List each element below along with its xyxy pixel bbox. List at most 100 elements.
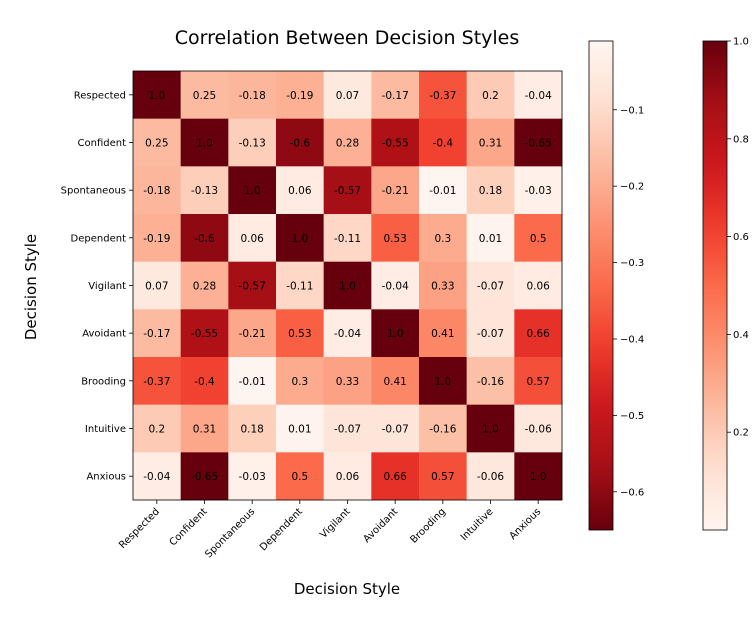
cell-value-label: 0.33: [336, 376, 359, 388]
cell-value-label: -0.04: [525, 90, 552, 102]
cell-value-label: 0.3: [434, 233, 451, 245]
y-axis-label: Decision Style: [22, 234, 40, 340]
heatmap-cell: [323, 261, 372, 310]
cell-value-label: 0.66: [383, 471, 407, 483]
cell-value-label: 0.25: [145, 138, 168, 150]
cell-value-label: -0.11: [286, 281, 313, 293]
heatmap-cell: [228, 261, 277, 310]
cell-value-label: -0.55: [382, 138, 409, 150]
cell-value-label: -0.37: [143, 376, 170, 388]
cell-value-label: -0.01: [429, 185, 456, 197]
cell-value-label: 0.25: [193, 90, 216, 102]
cell-value-label: -0.4: [433, 138, 454, 150]
cell-value-label: -0.16: [477, 376, 504, 388]
heatmap-cell: [466, 357, 515, 405]
heatmap-cell: [466, 261, 515, 310]
heatmap-cell: [419, 118, 467, 167]
cell-value-label: 0.01: [479, 233, 502, 245]
heatmap-cell: [466, 166, 515, 215]
colorbar-tick-label: −0.6: [620, 487, 644, 498]
heatmap-cell: [514, 309, 563, 358]
heatmap-cell: [371, 261, 420, 310]
x-tick-label: Vigilant: [318, 506, 352, 540]
cell-value-label: 0.07: [145, 281, 168, 293]
cell-value-label: -0.21: [382, 185, 409, 197]
cell-value-label: -0.55: [191, 328, 218, 340]
y-tick-label: Spontaneous: [61, 186, 126, 197]
heatmap-cell: [371, 214, 420, 262]
y-tick-label: Avoidant: [82, 329, 126, 340]
heatmap-cell: [276, 357, 324, 405]
cell-value-label: -0.16: [429, 424, 456, 436]
cell-value-label: 0.2: [148, 424, 165, 436]
heatmap-cell: [276, 404, 324, 453]
colorbar-tick-label: −0.3: [620, 258, 644, 269]
y-tick-label: Dependent: [71, 233, 127, 244]
cell-value-label: 1.0: [482, 424, 499, 436]
colorbar-tick-label: −0.4: [620, 334, 644, 345]
heatmap-cell: [133, 71, 181, 119]
chart-title: Correlation Between Decision Styles: [175, 27, 520, 49]
heatmap-cell: [514, 214, 563, 262]
heatmap-cell: [276, 309, 324, 358]
cell-value-label: 0.66: [526, 328, 550, 340]
y-tick-label: Anxious: [86, 472, 126, 483]
plot-frame: [132, 70, 563, 501]
heatmap-cell: [276, 166, 324, 215]
colorbar-tick-label: 0.6: [733, 232, 749, 243]
heatmap-cell: [133, 309, 181, 358]
x-tick-label: Brooding: [408, 506, 447, 545]
cell-value-label: 0.57: [431, 471, 454, 483]
heatmap-cell: [180, 404, 229, 453]
cell-value-label: 1.0: [196, 138, 213, 150]
cell-value-label: -0.07: [382, 424, 409, 436]
heatmap-cell: [419, 309, 467, 358]
colorbar-tick-label: 1.0: [733, 37, 749, 48]
heatmap-cell: [133, 357, 181, 405]
cell-value-label: 0.53: [383, 233, 406, 245]
cell-value-label: -0.6: [194, 233, 215, 245]
cell-value-label: -0.04: [143, 471, 170, 483]
cell-value-label: -0.19: [286, 90, 313, 102]
cell-value-label: 1.0: [387, 328, 404, 340]
heatmap-cell: [180, 261, 229, 310]
cell-value-label: 0.2: [482, 90, 499, 102]
cell-value-label: -0.06: [477, 471, 504, 483]
heatmap-cell: [323, 214, 372, 262]
heatmap-cell: [514, 71, 563, 119]
cell-value-label: -0.6: [290, 138, 311, 150]
heatmap-cell: [133, 166, 181, 215]
heatmap-cell: [514, 118, 563, 167]
cell-value-label: 0.41: [383, 376, 406, 388]
cell-value-label: -0.18: [143, 185, 170, 197]
colorbar-tick-label: 0.2: [733, 428, 749, 439]
cell-value-label: -0.03: [239, 471, 266, 483]
cell-value-label: 0.57: [526, 376, 549, 388]
cell-value-label: 0.07: [336, 90, 359, 102]
heatmap-cell: [276, 261, 324, 310]
heatmap-cell: [228, 118, 277, 167]
heatmap-cell: [276, 118, 324, 167]
colorbar-tick-label: −0.2: [620, 182, 644, 193]
heatmap-cell: [180, 309, 229, 358]
heatmap-cell: [228, 404, 277, 453]
cell-value-label: 0.5: [291, 471, 308, 483]
cell-value-label: -0.03: [525, 185, 552, 197]
cell-value-label: 1.0: [434, 376, 451, 388]
colorbar-positive: 0.2 0.4 0.6 0.8 1.0: [702, 37, 749, 531]
heatmap-cell: [371, 452, 420, 501]
x-tick-label: Confident: [168, 506, 210, 548]
heatmap-cell: [228, 166, 277, 215]
cell-value-label: 0.06: [336, 471, 360, 483]
heatmap-cell: [323, 71, 372, 119]
cell-value-label: 0.3: [291, 376, 308, 388]
cell-value-label: -0.07: [477, 281, 504, 293]
cell-value-label: -0.13: [239, 138, 266, 150]
cell-value-label: 1.0: [148, 90, 165, 102]
x-tick-label: Avoidant: [362, 506, 401, 545]
heatmap-cell: [466, 118, 515, 167]
cell-value-label: -0.17: [382, 90, 409, 102]
heatmap-cell: [466, 71, 515, 119]
heatmap-cell: [133, 118, 181, 167]
